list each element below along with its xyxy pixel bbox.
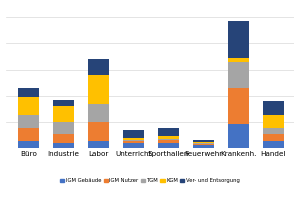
- Bar: [18, 141, 39, 148]
- Bar: [193, 142, 214, 143]
- Legend: IGM Gebäude, IGM Nutzer, TGM, KGM, Ver- und Entsorgung: IGM Gebäude, IGM Nutzer, TGM, KGM, Ver- …: [58, 176, 242, 185]
- Bar: [53, 134, 74, 143]
- Bar: [88, 59, 109, 75]
- Bar: [123, 130, 144, 138]
- Bar: [123, 138, 144, 140]
- Bar: [193, 143, 214, 144]
- Bar: [53, 100, 74, 106]
- Bar: [228, 21, 249, 58]
- Bar: [262, 128, 284, 134]
- Bar: [18, 97, 39, 115]
- Bar: [18, 128, 39, 141]
- Bar: [88, 122, 109, 141]
- Bar: [158, 139, 179, 140]
- Bar: [53, 122, 74, 134]
- Bar: [123, 143, 144, 148]
- Bar: [228, 88, 249, 124]
- Bar: [18, 88, 39, 97]
- Bar: [158, 136, 179, 139]
- Bar: [88, 104, 109, 122]
- Bar: [158, 143, 179, 148]
- Bar: [262, 101, 284, 115]
- Bar: [18, 115, 39, 128]
- Bar: [228, 124, 249, 148]
- Bar: [228, 62, 249, 88]
- Bar: [158, 140, 179, 143]
- Bar: [193, 140, 214, 142]
- Bar: [88, 141, 109, 148]
- Bar: [262, 115, 284, 128]
- Bar: [262, 134, 284, 141]
- Bar: [88, 75, 109, 104]
- Bar: [123, 141, 144, 143]
- Bar: [158, 128, 179, 136]
- Bar: [262, 141, 284, 148]
- Bar: [53, 106, 74, 122]
- Bar: [193, 144, 214, 145]
- Bar: [228, 58, 249, 62]
- Bar: [53, 143, 74, 148]
- Bar: [123, 140, 144, 141]
- Bar: [193, 145, 214, 148]
